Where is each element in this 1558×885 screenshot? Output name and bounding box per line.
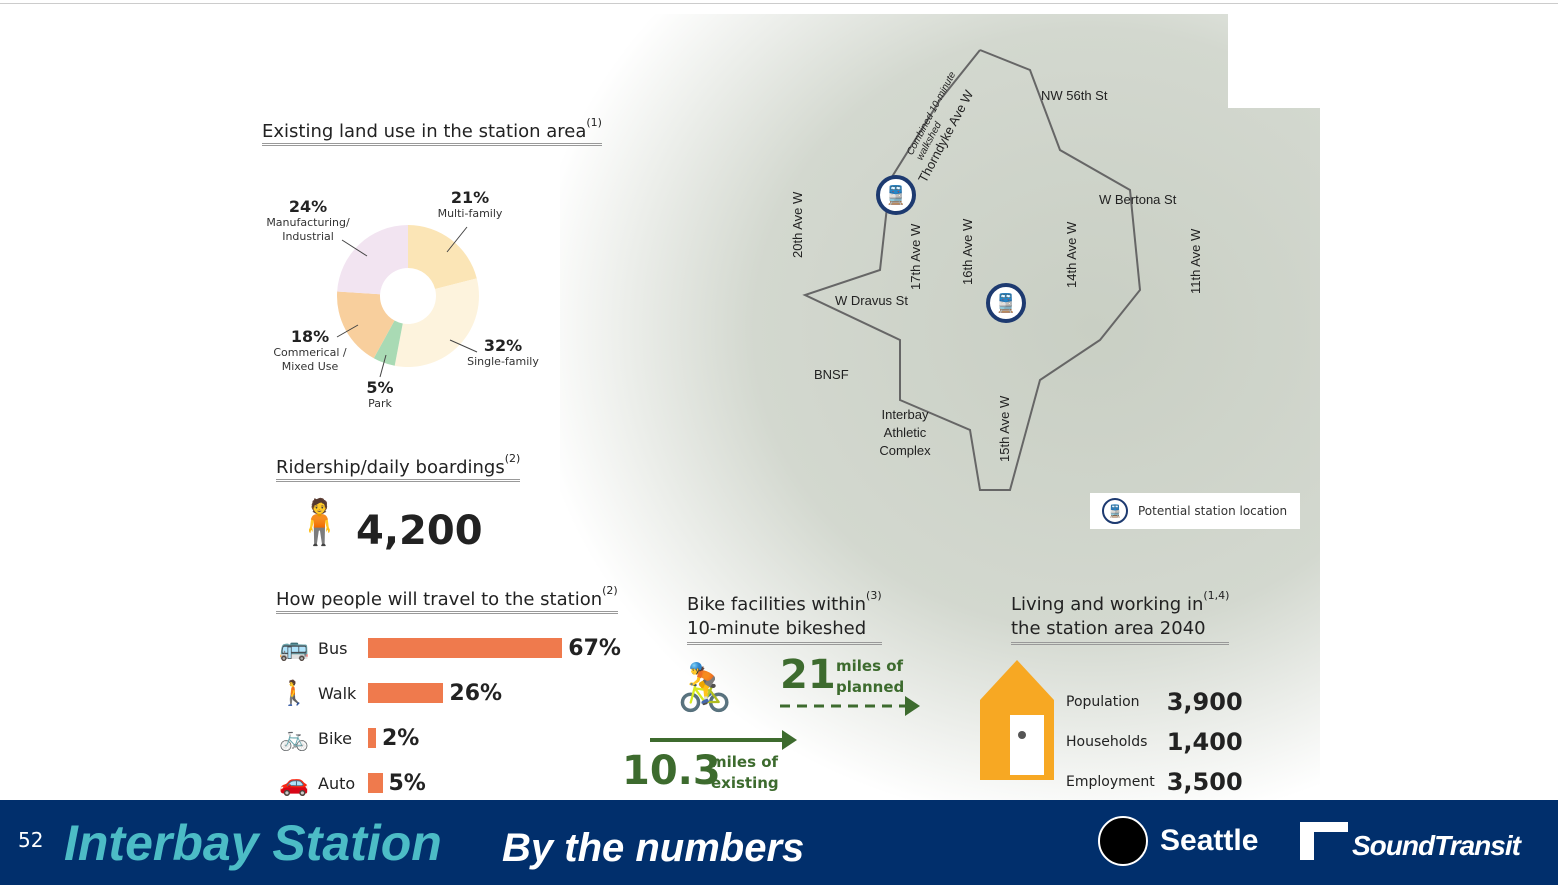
stat-label: Employment [1066,774,1155,790]
soundtransit-logo-icon [1300,822,1348,860]
bike-title-1: Bike facilities within [687,594,867,615]
planned-miles: 21 [780,652,836,698]
slice-label-commercial: 18% Commerical / Mixed Use [273,327,347,374]
travel-modes: 🚌 Bus 67% 🚶 Walk 26% 🚲 Bike 2% 🚗 Auto 5% [276,628,621,808]
street-dravus: W Dravus St [835,293,908,308]
donut-slice-4 [337,225,408,295]
walk-icon: 🚶 [279,679,309,707]
travel-heading: How people will travel to the station(2) [276,584,618,614]
legend-label: Potential station location [1138,504,1288,518]
street-16th: 16th Ave W [960,218,975,285]
stat-row: Population 3,900 [1066,682,1255,722]
rider-icon: 🧍 [292,497,347,548]
station-marker-north[interactable]: 🚆 [876,175,916,215]
existing-label: miles of existing [711,753,779,792]
seattle-seal-icon [1098,816,1148,866]
travel-title: How people will travel to the station [276,589,603,610]
leader-lines [336,226,478,378]
existing-miles: 10.3 [622,748,721,794]
station-subtitle: By the numbers [502,826,805,870]
soundtransit-logo: SoundTransit [1352,830,1521,861]
mode-bar [368,728,376,748]
cyclist-icon: 🚴 [676,660,734,714]
ridership-note: (2) [504,452,521,465]
street-11th: 11th Ave W [1188,228,1203,294]
living-title-1: Living and working in [1011,594,1204,615]
station-area-map [560,14,1320,800]
mode-label: Bus [318,638,348,658]
stat-value: 3,500 [1166,768,1243,796]
living-stats: Population 3,900 Households 1,400 Employment… [1066,682,1255,802]
stat-label: Population [1066,694,1140,710]
stat-value: 1,400 [1166,728,1243,756]
travel-mode-row: 🚶 Walk 26% [276,673,621,713]
mode-label: Walk [318,683,357,703]
mode-pct: 5% [388,770,426,796]
ridership-heading: Ridership/daily boardings(2) [276,452,521,482]
land-use-donut [337,225,479,367]
donut-slice-3 [337,291,395,359]
land-use-title: Existing land use in the station area [262,121,587,142]
donut-slice-1 [394,278,479,367]
mode-bar [368,683,444,703]
living-note: (1,4) [1203,589,1230,602]
walkshed-boundary [802,49,1142,491]
bike-heading: Bike facilities within(3) 10-minute bikes… [687,588,882,645]
bike-note: (3) [866,589,882,602]
mode-pct: 67% [568,635,621,661]
planned-label: miles of planned [836,657,905,696]
stat-label: Households [1066,734,1148,750]
street-20th: 20th Ave W [790,191,805,258]
stat-value: 3,900 [1166,688,1243,716]
station-icon: 🚆 [1102,498,1128,524]
travel-mode-row: 🚗 Auto 5% [276,763,621,803]
ridership-value: 4,200 [356,508,483,554]
street-nw56: NW 56th St [1041,88,1108,103]
station-marker-south[interactable]: 🚆 [986,283,1026,323]
land-use-heading: Existing land use in the station area(1) [262,116,602,146]
living-heading: Living and working in(1,4) the station ar… [1011,588,1230,645]
mode-bar [368,773,383,793]
street-14th: 14th Ave W [1064,221,1079,288]
seattle-logo: Seattle [1160,824,1259,857]
travel-mode-row: 🚌 Bus 67% [276,628,621,668]
travel-note: (2) [602,584,618,597]
living-title-2: the station area 2040 [1011,618,1206,639]
street-bertona: W Bertona St [1099,192,1177,207]
bnsf-label: BNSF [814,367,849,382]
mode-pct: 2% [382,725,420,751]
bike-arrows [650,696,920,750]
slice-label-singlefamily: 32% Single-family [467,336,539,369]
stat-row: Households 1,400 [1066,722,1255,762]
slice-label-park: 5% Park [366,378,394,411]
travel-mode-row: 🚲 Bike 2% [276,718,621,758]
map-legend: 🚆 Potential station location [1090,493,1300,529]
bus-icon: 🚌 [279,634,309,662]
slice-label-manufacturing: 24% Manufacturing/ Industrial [266,197,350,244]
top-divider [0,3,1558,4]
ridership-title: Ridership/daily boardings [276,457,505,478]
bike-title-2: 10-minute bikeshed [687,618,867,639]
station-title: Interbay Station [64,815,442,871]
athletic-complex-label: Interbay Athletic Complex [879,407,931,458]
house-icon [980,660,1054,780]
mode-label: Auto [318,773,356,793]
car-icon: 🚗 [279,769,309,797]
stat-row: Employment 3,500 [1066,762,1255,802]
land-use-note: (1) [586,116,602,129]
donut-slice-0 [408,225,477,290]
slice-label-multifamily: 21% Multi-family [437,188,503,221]
mode-pct: 26% [449,680,503,706]
mode-bar [368,638,563,658]
bike-icon: 🚲 [279,724,309,752]
donut-slice-2 [373,320,403,366]
map-corner [1228,14,1328,108]
street-17th: 17th Ave W [908,223,923,290]
street-15th: 15th Ave W [997,395,1012,462]
page-number: 52 [18,828,44,852]
footer-bar: 52 Interbay Station By the numbers Seatt… [0,800,1558,885]
mode-label: Bike [318,728,352,748]
